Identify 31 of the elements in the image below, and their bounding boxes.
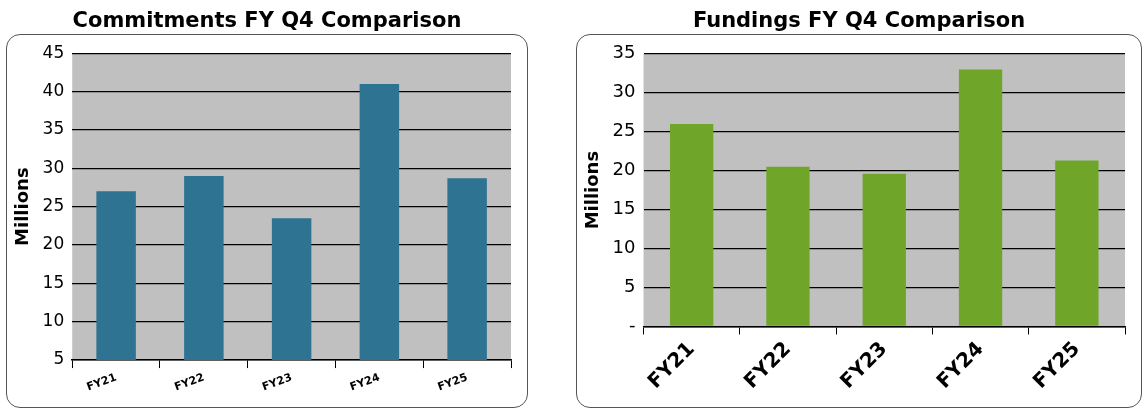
y-tick-label: 30 xyxy=(612,80,636,102)
bar xyxy=(862,173,906,326)
bar xyxy=(766,166,810,326)
y-tick-label: 45 xyxy=(42,41,65,62)
chart-title: Fundings FY Q4 Comparison xyxy=(691,7,1027,34)
y-tick-label: - xyxy=(629,314,636,336)
y-tick-label: 40 xyxy=(42,79,65,100)
y-tick-label: 15 xyxy=(612,197,636,219)
y-tick-label: 5 xyxy=(624,275,636,297)
y-tick-label: 25 xyxy=(42,195,65,216)
y-tick-label: 10 xyxy=(612,236,636,258)
y-tick-label: 25 xyxy=(612,119,636,141)
x-tick-label: FY21 xyxy=(84,370,119,394)
x-tick-label: FY23 xyxy=(260,370,294,394)
y-tick-label: 20 xyxy=(42,233,65,254)
bar xyxy=(1055,160,1099,326)
chart-title: Commitments FY Q4 Comparison xyxy=(71,7,463,34)
bar xyxy=(958,69,1003,326)
bar xyxy=(669,123,714,326)
x-tick-label: FY25 xyxy=(435,370,470,394)
y-tick-label: 5 xyxy=(53,348,65,369)
y-axis-title: Millions xyxy=(581,150,603,230)
y-axis-title: Millions xyxy=(11,167,33,246)
y-tick-label: 20 xyxy=(612,158,636,180)
y-tick-label: 15 xyxy=(42,271,65,292)
y-tick-label: 35 xyxy=(612,41,636,63)
y-tick-label: 10 xyxy=(42,310,65,331)
y-tick-label: 35 xyxy=(42,118,65,139)
x-tick-label: FY24 xyxy=(347,370,382,394)
y-tick-label: 30 xyxy=(42,156,65,177)
x-tick-label: FY22 xyxy=(172,370,206,394)
